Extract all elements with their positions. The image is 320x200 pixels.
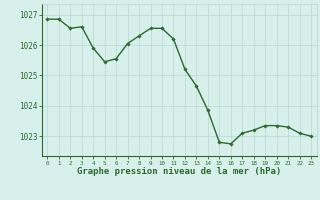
X-axis label: Graphe pression niveau de la mer (hPa): Graphe pression niveau de la mer (hPa): [77, 167, 281, 176]
